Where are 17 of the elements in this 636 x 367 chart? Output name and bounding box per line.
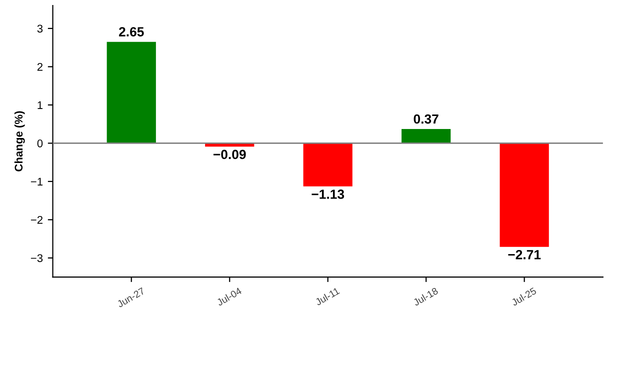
bar (106, 42, 156, 144)
data-label: −0.09 (213, 150, 246, 160)
bar (500, 143, 549, 247)
y-tick-label: 1 (38, 101, 43, 109)
y-tick-label: −3 (30, 254, 43, 262)
y-tick-label: −2 (30, 216, 43, 224)
data-label: −1.13 (312, 190, 344, 199)
bar (402, 129, 451, 144)
y-tick-label: 2 (37, 62, 43, 71)
data-label: −2.71 (508, 250, 541, 260)
y-tick-label: 0 (37, 139, 43, 148)
data-label: 0.37 (414, 114, 438, 124)
bar (303, 143, 352, 186)
y-axis-title: Change (%) (14, 111, 25, 172)
y-tick-label: 3 (37, 24, 43, 33)
y-tick-label: −1 (30, 178, 43, 186)
data-label: 2.65 (119, 27, 144, 36)
